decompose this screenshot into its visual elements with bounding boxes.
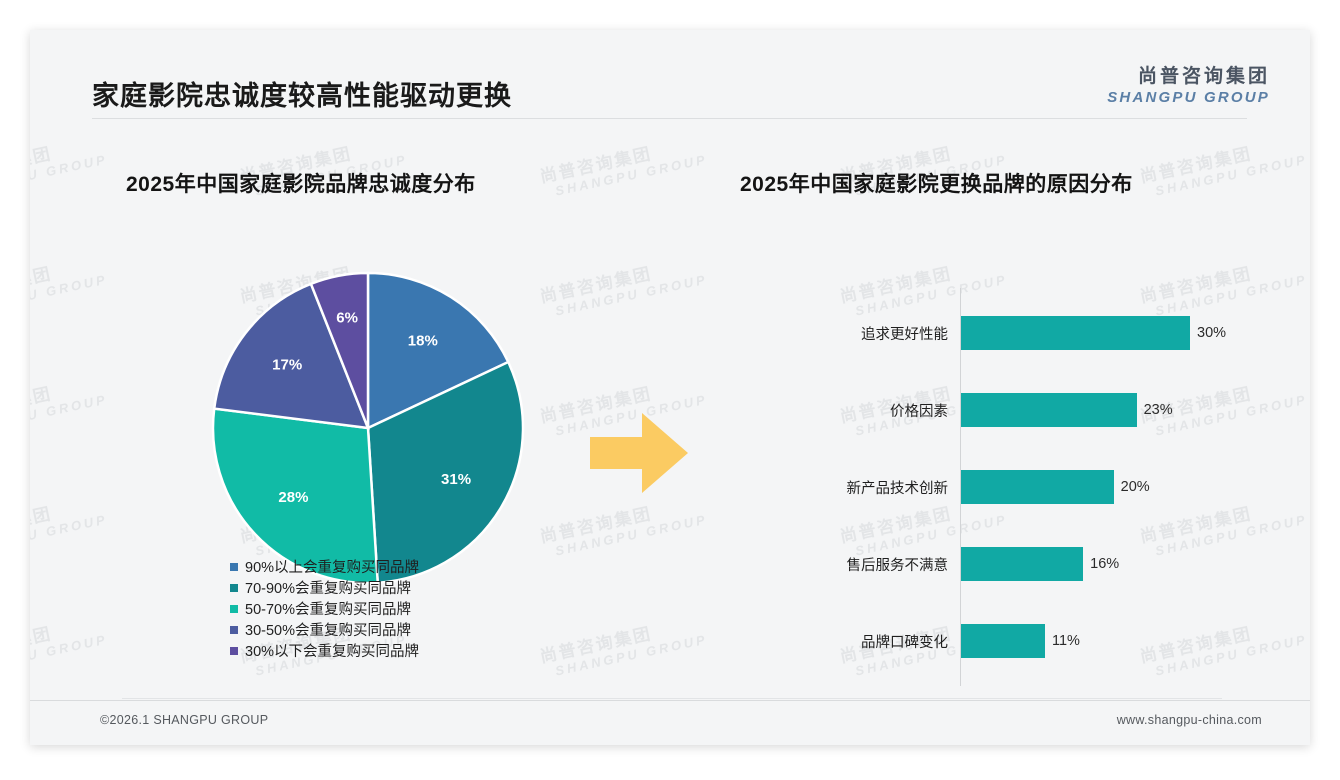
bar-chart-row: 新产品技术创新 20% — [790, 470, 1260, 504]
bar-value-label: 30% — [1197, 325, 1227, 341]
left-chart-title: 2025年中国家庭影院品牌忠诚度分布 — [126, 173, 476, 196]
pie-slice — [366, 360, 525, 585]
bar-chart-row: 价格因素 23% — [790, 393, 1260, 427]
bar-chart-row: 追求更好性能 30% — [790, 316, 1260, 350]
bar-chart-axis — [960, 288, 961, 686]
bar-value-label: 20% — [1120, 479, 1150, 495]
pie-slice-label: 18% — [408, 333, 438, 350]
bar-fill — [961, 316, 1190, 350]
bar-value-label: 16% — [1090, 556, 1120, 572]
pie-slice-group — [211, 271, 525, 585]
right-chart-title: 2025年中国家庭影院更换品牌的原因分布 — [740, 173, 1133, 196]
pie-slice-label: 17% — [272, 356, 302, 373]
logo-chinese-text: 尚普咨询集团 — [1137, 66, 1270, 87]
arrow-right-icon — [590, 413, 688, 493]
pie-slice — [211, 407, 380, 585]
legend-label: 50-70%会重复购买同品牌 — [245, 602, 411, 618]
bar-value-label: 23% — [1143, 402, 1173, 418]
pie-legend: 90%以上会重复购买同品牌 70-90%会重复购买同品牌 50-70%会重复购买同品… — [230, 556, 419, 661]
slide-card: 尚普咨询集团 SHANGPU GROUP 尚普咨询集团 SHANGPU GROUP 尚普… — [30, 30, 1310, 745]
legend-swatch — [230, 625, 238, 634]
slide-footer: ©2026.1 SHANGPU GROUP www.shangpu-china.… — [30, 700, 1310, 745]
legend-label: 70-90%会重复购买同品牌 — [245, 581, 411, 597]
bar-fill — [961, 624, 1045, 658]
legend-item: 90%以上会重复购买同品牌 — [230, 556, 419, 577]
header-divider — [92, 118, 1247, 119]
brand-logo: 尚普咨询集团 SHANGPU GROUP — [1107, 61, 1270, 106]
bar-category-label: 品牌口碑变化 — [861, 634, 948, 651]
footer-website: www.shangpu-china.com — [1116, 713, 1262, 727]
legend-item: 70-90%会重复购买同品牌 — [230, 577, 419, 598]
slide-header: 家庭影院忠诚度较高性能驱动更换 尚普咨询集团 SHANGPU GROUP — [30, 30, 1310, 120]
pie-slice — [212, 282, 370, 430]
logo-english-text: SHANGPU GROUP — [1107, 89, 1270, 106]
bar-fill — [961, 393, 1137, 427]
legend-label: 30-50%会重复购买同品牌 — [245, 623, 411, 639]
legend-item: 30-50%会重复购买同品牌 — [230, 619, 419, 640]
pie-slice-label: 31% — [441, 471, 471, 488]
bar-fill — [961, 547, 1084, 581]
pie-svg: 18% 31% 28% 17% 6% — [211, 271, 525, 585]
bar-category-label: 追求更好性能 — [861, 326, 948, 343]
legend-swatch — [230, 646, 238, 655]
legend-swatch — [230, 604, 238, 613]
pie-slice — [309, 271, 370, 429]
pie-slice — [366, 271, 510, 430]
footer-copyright: ©2026.1 SHANGPU GROUP — [100, 713, 269, 727]
bar-category-label: 价格因素 — [890, 403, 948, 420]
bar-category-label: 新产品技术创新 — [846, 480, 949, 497]
pie-label-group: 18% 31% 28% 17% 6% — [272, 309, 471, 506]
bar-chart-row: 品牌口碑变化 11% — [790, 624, 1260, 658]
legend-swatch — [230, 583, 238, 592]
legend-label: 90%以上会重复购买同品牌 — [245, 560, 420, 576]
pie-slice-label: 28% — [278, 489, 308, 506]
page-title: 家庭影院忠诚度较高性能驱动更换 — [92, 81, 512, 111]
loyalty-pie-chart: 18% 31% 28% 17% 6% — [210, 270, 526, 586]
pie-slice-label: 6% — [336, 309, 358, 326]
legend-swatch — [230, 562, 238, 571]
bar-chart-row: 售后服务不满意 16% — [790, 547, 1260, 581]
legend-item: 50-70%会重复购买同品牌 — [230, 598, 419, 619]
source-divider — [122, 698, 1222, 699]
bar-value-label: 11% — [1051, 633, 1080, 649]
flow-arrow — [590, 410, 690, 496]
bar-fill — [961, 470, 1114, 504]
switch-reason-bar-chart: 追求更好性能 30% 价格因素 23% 新产品技术创新 20% 售后服务不满意 16% 品牌口碑… — [790, 288, 1260, 688]
bar-category-label: 售后服务不满意 — [846, 557, 949, 574]
legend-item: 30%以下会重复购买同品牌 — [230, 640, 419, 661]
legend-label: 30%以下会重复购买同品牌 — [245, 644, 420, 660]
